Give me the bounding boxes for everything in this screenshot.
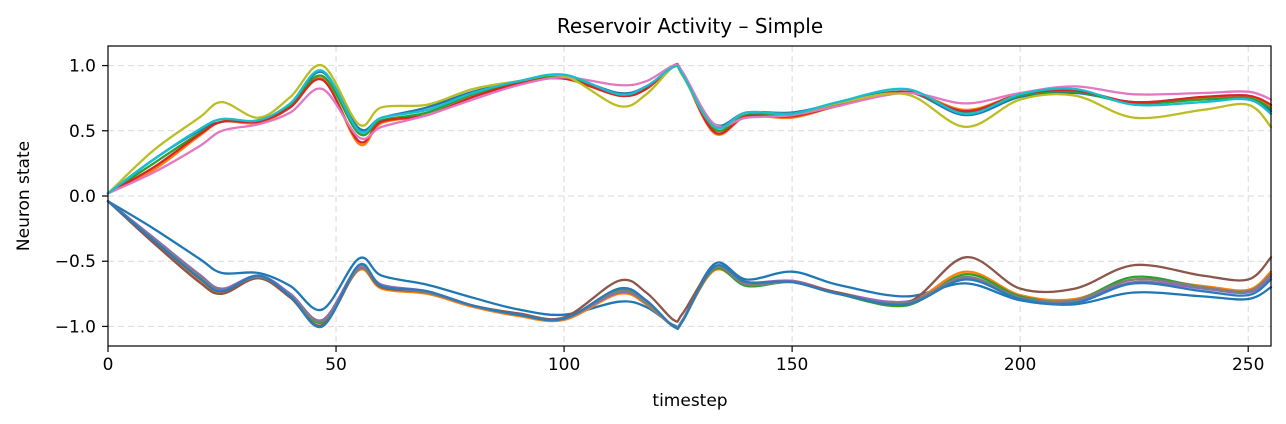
x-axis-label: timestep — [652, 391, 727, 411]
x-tick-label: 250 — [1232, 355, 1264, 375]
y-tick-label: 0.0 — [69, 187, 96, 207]
y-tick-label: −1.0 — [55, 317, 96, 337]
series-line-5 — [106, 63, 1273, 195]
series-line-14 — [106, 200, 1273, 331]
series-line-7 — [106, 64, 1273, 195]
y-tick-label: −0.5 — [55, 252, 96, 272]
x-tick-label: 150 — [776, 355, 808, 375]
y-tick-label: 0.5 — [69, 122, 96, 142]
x-tick-label: 0 — [103, 355, 114, 375]
x-tick-label: 50 — [325, 355, 347, 375]
series-layer — [106, 62, 1273, 331]
gridlines — [108, 46, 1271, 346]
x-tick-label: 100 — [548, 355, 580, 375]
y-axis-label: Neuron state — [14, 141, 34, 251]
y-tick-label: 1.0 — [69, 57, 96, 77]
y-axis: 1.0 0.5 0.0 −0.5 −1.0 — [55, 57, 108, 337]
x-axis: 0 50 100 150 200 250 — [103, 346, 1264, 375]
series-line-12 — [106, 200, 1273, 327]
x-tick-label: 200 — [1004, 355, 1036, 375]
series-line-6 — [106, 64, 1273, 195]
chart-title: Reservoir Activity – Simple — [557, 14, 823, 38]
